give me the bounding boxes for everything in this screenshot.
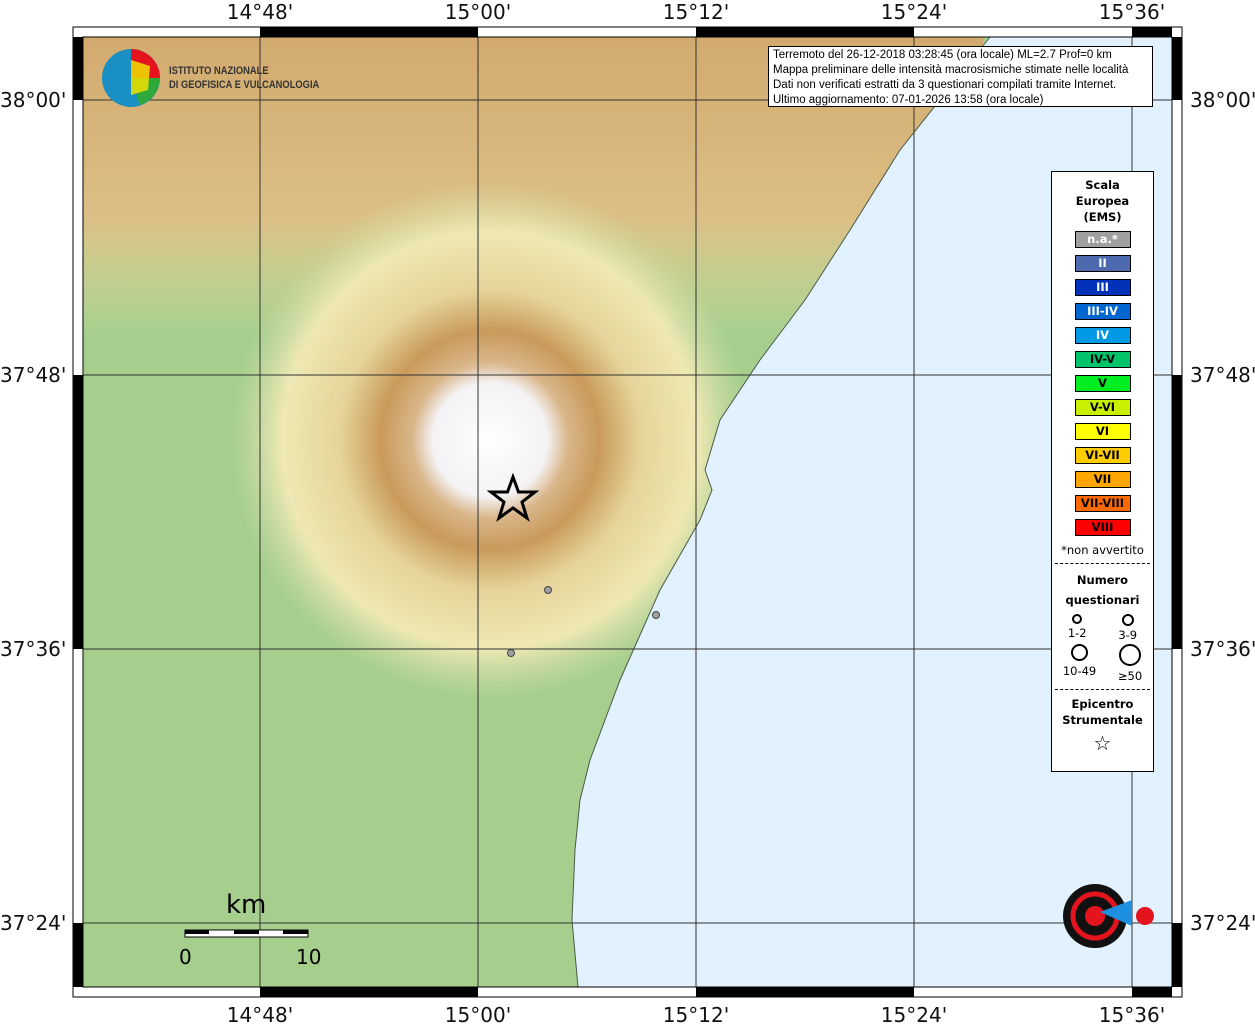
lon-tick-label: 15°36'	[1098, 0, 1166, 24]
scalebar	[184, 929, 309, 938]
lon-tick-label: 15°12'	[662, 0, 730, 24]
star-icon: ☆	[1093, 731, 1112, 755]
lat-tick-label: 38°00'	[0, 88, 67, 112]
count-label: 1-2	[1067, 626, 1087, 640]
lon-tick-label: 15°24'	[880, 1003, 948, 1027]
lat-tick-label: 37°24'	[1190, 911, 1255, 935]
observation-point[interactable]	[652, 611, 660, 619]
graticule	[83, 37, 1172, 987]
lon-tick-label: 15°36'	[1098, 1003, 1166, 1027]
hsit-logo-icon	[1063, 884, 1154, 948]
intensity-swatch: V	[1074, 375, 1131, 392]
legend-title: (EMS)	[1083, 210, 1122, 224]
scalebar-start: 0	[179, 945, 192, 969]
circle-large-icon	[1071, 644, 1089, 661]
epicenter-title: Epicentro	[1071, 697, 1134, 711]
intensity-swatch: III-IV	[1074, 303, 1131, 320]
observation-point[interactable]	[544, 586, 552, 594]
circle-medium-icon	[1121, 614, 1134, 626]
legend-title: Europea	[1075, 194, 1130, 208]
ingv-line2: DI GEOFISICA E VULCANOLOGIA	[169, 79, 320, 91]
observation-point[interactable]	[507, 649, 515, 657]
intensity-swatch: V-VI	[1074, 399, 1131, 416]
intensity-swatch: VII-VIII	[1074, 495, 1131, 512]
ingv-logo-globe-icon	[102, 49, 160, 107]
lon-tick-label: 15°00'	[444, 1003, 512, 1027]
lat-tick-label: 38°00'	[1190, 88, 1255, 112]
legend-title: Scala	[1085, 178, 1120, 192]
legend-footnote: *non avvertito	[1061, 543, 1144, 557]
count-label: 3-9	[1118, 628, 1138, 642]
epicenter-title: Strumentale	[1062, 713, 1143, 727]
legend-divider	[1055, 563, 1150, 564]
intensity-swatch: III	[1074, 279, 1131, 296]
lon-tick-label: 14°48'	[226, 0, 294, 24]
intensity-swatch: VI	[1074, 423, 1131, 440]
count-label: 10-49	[1062, 664, 1097, 678]
observation-points	[507, 586, 660, 657]
ingv-logo-text: ISTITUTO NAZIONALE DI GEOFISICA E VULCAN…	[169, 64, 319, 92]
ingv-line1: ISTITUTO NAZIONALE	[169, 65, 269, 77]
epicenter-star-icon[interactable]	[486, 472, 540, 522]
circle-small-icon	[1072, 614, 1083, 624]
info-line: Terremoto del 26-12-2018 03:28:45 (ora l…	[773, 49, 1112, 61]
intensity-swatch: n.a.*	[1074, 231, 1131, 248]
legend: Scala Europea (EMS) n.a.* II III III-IV IV IV…	[1051, 171, 1154, 772]
scalebar-unit: km	[226, 890, 267, 920]
lat-tick-label: 37°48'	[1190, 363, 1255, 387]
legend-divider	[1055, 689, 1150, 690]
intensity-swatch: IV-V	[1074, 351, 1131, 368]
intensity-swatch: VIII	[1074, 519, 1131, 536]
count-title: Numero	[1076, 573, 1129, 587]
map-frame	[72, 26, 1183, 998]
lat-tick-label: 37°36'	[1190, 637, 1255, 661]
intensity-swatch: VII	[1074, 471, 1131, 488]
event-info-box: Terremoto del 26-12-2018 03:28:45 (ora l…	[768, 46, 1153, 107]
info-line: Ultimo aggiornamento: 07-01-2026 13:58 (…	[773, 94, 1044, 106]
intensity-swatch: IV	[1074, 327, 1131, 344]
lon-tick-label: 14°48'	[226, 1003, 294, 1027]
lat-tick-label: 37°36'	[0, 637, 67, 661]
info-line: Dati non verificati estratti da 3 questi…	[773, 79, 1117, 91]
lat-tick-label: 37°48'	[0, 363, 67, 387]
count-label: ≥50	[1117, 669, 1143, 683]
lat-tick-label: 37°24'	[0, 911, 67, 935]
intensity-scale: n.a.* II III III-IV IV IV-V V V-VI VI VI-VII VII VI…	[1052, 231, 1153, 536]
lon-tick-label: 15°24'	[880, 0, 948, 24]
scalebar-end: 10	[296, 945, 322, 969]
lon-tick-label: 15°00'	[444, 0, 512, 24]
count-title: questionari	[1065, 593, 1140, 607]
circle-xlarge-icon	[1119, 644, 1142, 666]
lon-tick-label: 15°12'	[662, 1003, 730, 1027]
intensity-swatch: II	[1074, 255, 1131, 272]
info-line: Mappa preliminare delle intensità macros…	[773, 64, 1129, 76]
intensity-swatch: VI-VII	[1074, 447, 1131, 464]
